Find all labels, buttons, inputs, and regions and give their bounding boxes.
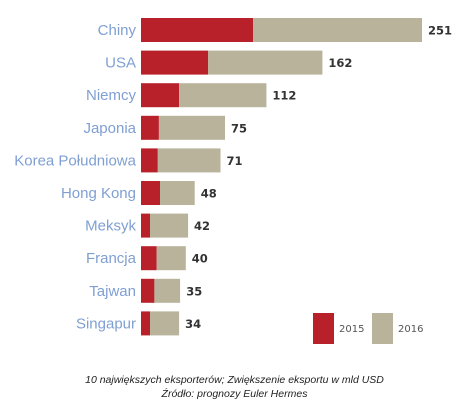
bar-2015-4 xyxy=(141,115,159,140)
chart-caption: 10 największych eksporterów; Zwiększenie… xyxy=(85,374,384,386)
bar-2015-10 xyxy=(141,311,150,336)
value-label: 40 xyxy=(192,252,208,266)
bar-2016-10 xyxy=(150,311,180,336)
value-label: 71 xyxy=(227,154,243,168)
category-label: Francja xyxy=(86,250,137,267)
bar-2015-9 xyxy=(141,278,155,303)
value-label: 162 xyxy=(328,56,352,70)
bar-2015-5 xyxy=(141,148,158,173)
category-label: Tajwan xyxy=(89,283,136,300)
bar-2016-4 xyxy=(158,115,225,140)
legend: 2015 2016 xyxy=(313,313,423,344)
bars-group xyxy=(141,18,422,336)
category-label: Japonia xyxy=(83,120,136,137)
value-label: 35 xyxy=(186,284,202,298)
bar-2015-1 xyxy=(141,18,253,42)
bar-2016-1 xyxy=(253,18,422,42)
bar-2015-6 xyxy=(141,181,160,205)
category-label: USA xyxy=(105,55,136,72)
bar-2015-8 xyxy=(141,246,157,271)
bar-2016-9 xyxy=(154,278,181,303)
legend-label-2015: 2015 xyxy=(339,324,364,335)
legend-swatch-2015 xyxy=(313,313,334,344)
value-label: 112 xyxy=(272,89,296,103)
category-labels: Chiny USA Niemcy Japonia Korea Południowa Hon… xyxy=(14,22,136,332)
legend-label-2016: 2016 xyxy=(398,324,423,335)
bar-2015-7 xyxy=(141,213,150,238)
bar-2016-5 xyxy=(157,148,221,173)
category-label: Chiny xyxy=(98,22,137,39)
category-label: Niemcy xyxy=(86,87,137,104)
bar-2015-2 xyxy=(141,50,209,75)
category-label: Korea Południowa xyxy=(14,152,136,169)
bar-2016-6 xyxy=(160,181,195,205)
bar-2016-8 xyxy=(156,246,186,271)
value-label: 42 xyxy=(194,219,210,233)
value-label: 251 xyxy=(428,24,452,38)
value-label: 48 xyxy=(201,187,217,201)
value-labels: 251 162 112 75 71 48 42 40 35 34 xyxy=(185,24,452,331)
bar-2015-3 xyxy=(141,83,180,108)
value-label: 75 xyxy=(231,121,247,135)
category-label: Meksyk xyxy=(85,218,136,235)
stacked-bar-chart: Chiny USA Niemcy Japonia Korea Południowa Hon… xyxy=(14,18,452,344)
bar-2016-2 xyxy=(208,50,323,75)
legend-swatch-2016 xyxy=(372,313,393,344)
bar-2016-3 xyxy=(179,83,267,108)
value-label: 34 xyxy=(185,317,201,331)
bar-2016-7 xyxy=(150,213,189,238)
category-label: Hong Kong xyxy=(61,185,136,202)
category-label: Singapur xyxy=(76,315,136,332)
chart-source: Źródło: prognozy Euler Hermes xyxy=(161,388,308,400)
